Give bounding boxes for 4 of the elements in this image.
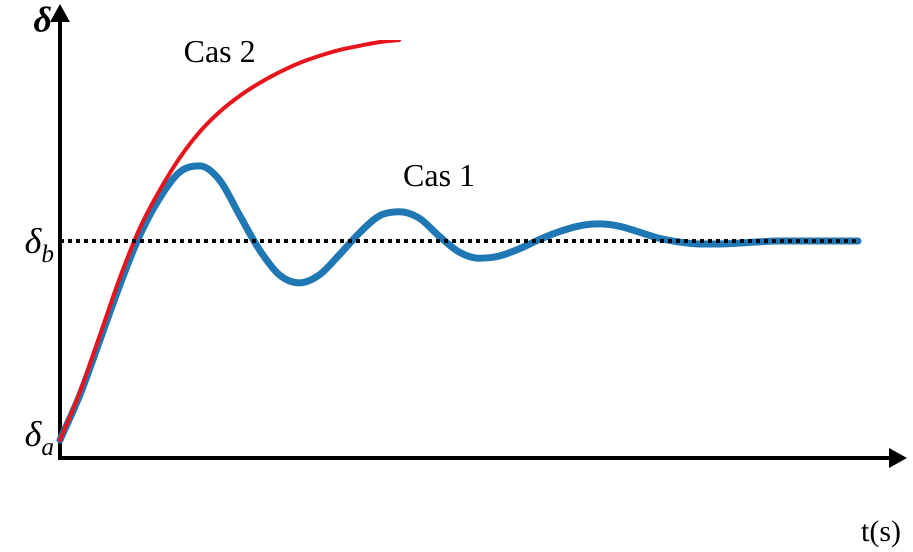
series-label: Cas 2: [184, 32, 256, 69]
x-axis-title: t(s): [861, 514, 901, 548]
y-axis-title: δ: [34, 0, 52, 40]
series-label: Cas 1: [403, 157, 476, 194]
